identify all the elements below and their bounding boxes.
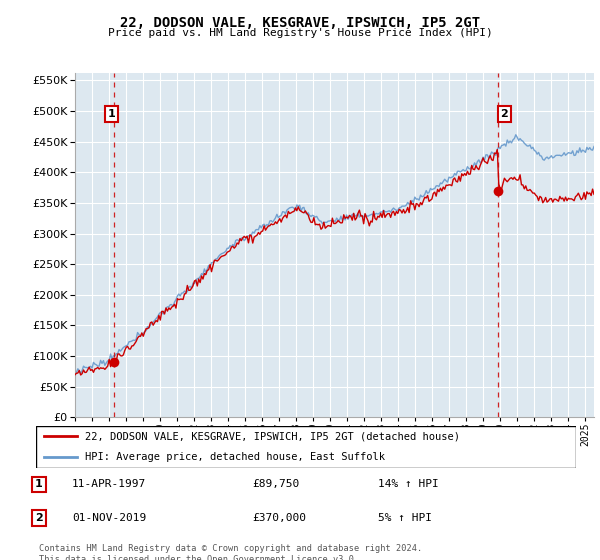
Text: HPI: Average price, detached house, East Suffolk: HPI: Average price, detached house, East…	[85, 452, 385, 462]
Text: 1: 1	[107, 109, 115, 119]
Text: Contains HM Land Registry data © Crown copyright and database right 2024.
This d: Contains HM Land Registry data © Crown c…	[39, 544, 422, 560]
Text: 01-NOV-2019: 01-NOV-2019	[72, 513, 146, 523]
Text: 22, DODSON VALE, KESGRAVE, IPSWICH, IP5 2GT: 22, DODSON VALE, KESGRAVE, IPSWICH, IP5 …	[120, 16, 480, 30]
Text: 2: 2	[35, 513, 43, 523]
Text: 2: 2	[500, 109, 508, 119]
Text: 1: 1	[35, 479, 43, 489]
Text: £370,000: £370,000	[252, 513, 306, 523]
Text: £89,750: £89,750	[252, 479, 299, 489]
Text: 5% ↑ HPI: 5% ↑ HPI	[378, 513, 432, 523]
Text: 14% ↑ HPI: 14% ↑ HPI	[378, 479, 439, 489]
Text: 11-APR-1997: 11-APR-1997	[72, 479, 146, 489]
Text: 22, DODSON VALE, KESGRAVE, IPSWICH, IP5 2GT (detached house): 22, DODSON VALE, KESGRAVE, IPSWICH, IP5 …	[85, 431, 460, 441]
Text: Price paid vs. HM Land Registry's House Price Index (HPI): Price paid vs. HM Land Registry's House …	[107, 28, 493, 38]
